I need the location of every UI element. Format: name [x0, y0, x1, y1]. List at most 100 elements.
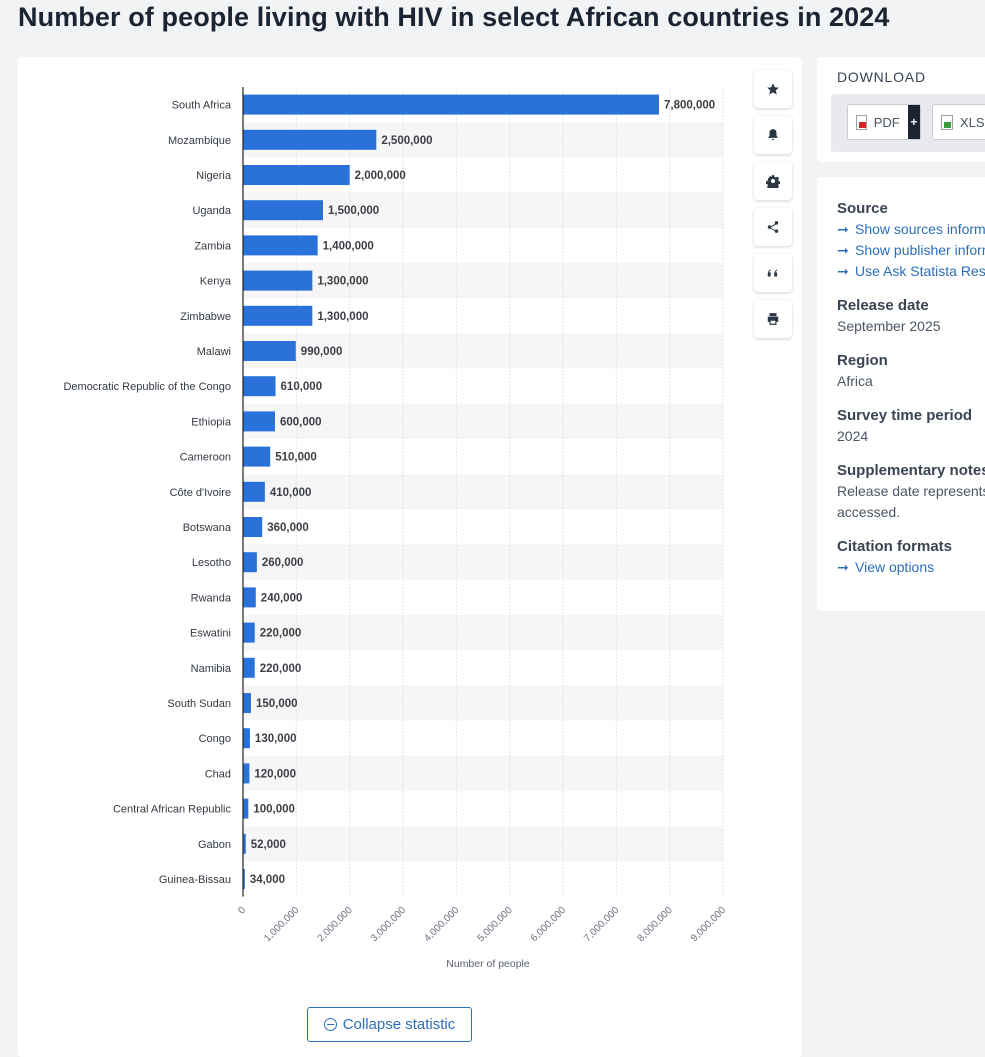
release-date-heading: Release date: [837, 297, 929, 314]
bar: [243, 341, 296, 361]
category-label: Ethiopia: [191, 416, 232, 428]
star-icon: [767, 83, 779, 95]
supplementary-notes-line2: accessed.: [837, 504, 901, 520]
category-label: South Africa: [172, 100, 232, 112]
bar: [243, 728, 250, 749]
row-stripe: [243, 403, 723, 439]
show-sources-link[interactable]: ➞ Show sources information: [837, 219, 985, 240]
category-label: Botswana: [183, 522, 232, 534]
region-value: Africa: [837, 373, 873, 389]
value-label: 610,000: [281, 381, 323, 393]
bar: [243, 763, 250, 784]
value-label: 7,800,000: [664, 100, 715, 112]
share-button[interactable]: [754, 208, 792, 246]
survey-period-value: 2024: [837, 428, 869, 444]
row-stripe: [243, 333, 723, 369]
settings-button[interactable]: [754, 162, 792, 200]
show-publisher-link[interactable]: ➞ Show publisher information: [837, 240, 985, 261]
bar: [243, 693, 251, 713]
pdf-label: PDF: [873, 114, 900, 130]
share-icon: [767, 221, 779, 233]
release-date-value: September 2025: [837, 318, 941, 334]
download-xls-button[interactable]: XLS: [932, 104, 985, 140]
category-label: Nigeria: [196, 170, 232, 182]
tick-label: 7,000,000: [582, 905, 622, 945]
download-strip: PDF + XLS: [831, 94, 985, 152]
row-stripe: [243, 544, 723, 580]
chart-card: South Africa 7,800,000 Mozambique 2,500,000…: [18, 57, 802, 1057]
region-heading: Region: [837, 352, 888, 369]
category-label: Congo: [199, 733, 231, 745]
value-label: 34,000: [250, 874, 285, 886]
tick-label: 4,000,000: [422, 905, 462, 945]
bar: [243, 94, 659, 115]
value-label: 220,000: [260, 628, 302, 640]
bar-chart: South Africa 7,800,000 Mozambique 2,500,000…: [63, 87, 728, 970]
bar: [243, 657, 255, 678]
bar: [243, 411, 275, 432]
tick-label: 3,000,000: [369, 905, 409, 945]
value-label: 260,000: [262, 557, 304, 569]
supplementary-notes-line1: Release date represents: [837, 483, 985, 499]
cite-button[interactable]: [754, 254, 792, 292]
value-label: 130,000: [255, 733, 297, 745]
survey-period-heading: Survey time period: [837, 407, 973, 424]
view-options-link[interactable]: ➞ View options: [837, 557, 985, 578]
category-label: Democratic Republic of the Congo: [63, 381, 231, 393]
row-stripe: [243, 263, 723, 299]
arrow-right-icon: ➞: [837, 221, 849, 237]
category-label: Malawi: [197, 346, 231, 358]
favorite-button[interactable]: [754, 70, 792, 108]
bar: [243, 235, 318, 256]
value-label: 1,300,000: [317, 311, 368, 323]
show-sources-label: Show sources information: [855, 221, 985, 237]
bell-icon: [768, 129, 778, 141]
category-label: Lesotho: [192, 557, 231, 569]
tick-label: 1,000,000: [262, 905, 302, 945]
row-stripe: [243, 755, 723, 791]
print-icon: [767, 313, 779, 325]
quote-icon: [767, 269, 778, 277]
row-stripe: [243, 826, 723, 862]
minus-circle-icon: [323, 1018, 337, 1031]
row-stripe: [243, 615, 723, 651]
bar: [243, 869, 245, 889]
value-label: 120,000: [254, 768, 296, 780]
source-heading: Source: [837, 200, 888, 217]
bar: [243, 622, 255, 643]
row-stripe: [243, 474, 723, 510]
arrow-right-icon: ➞: [837, 242, 849, 258]
category-label: Central African Republic: [113, 804, 232, 816]
ask-statista-label: Use Ask Statista Research Service: [855, 263, 985, 279]
gear-icon: [766, 175, 780, 188]
download-pdf-button[interactable]: PDF +: [847, 104, 921, 140]
row-stripe: [243, 685, 723, 721]
bar: [243, 833, 246, 854]
value-label: 990,000: [301, 346, 343, 358]
bar: [243, 552, 257, 573]
value-label: 52,000: [251, 839, 286, 851]
tick-label: 6,000,000: [529, 905, 569, 945]
value-label: 240,000: [261, 592, 303, 604]
value-label: 1,300,000: [317, 276, 368, 288]
bar: [243, 481, 265, 502]
category-label: Uganda: [192, 205, 231, 217]
arrow-right-icon: ➞: [837, 559, 849, 575]
collapse-statistic-button[interactable]: Collapse statistic: [307, 1007, 472, 1042]
value-label: 220,000: [260, 663, 302, 675]
tick-label: 8,000,000: [636, 905, 676, 945]
category-label: Guinea-Bissau: [159, 874, 231, 886]
bar: [243, 270, 313, 291]
bar: [243, 376, 276, 397]
value-label: 2,500,000: [381, 135, 432, 147]
pdf-file-icon: [856, 114, 867, 130]
value-label: 360,000: [267, 522, 309, 534]
download-panel: DOWNLOAD PDF + XLS: [817, 57, 985, 162]
ask-statista-link[interactable]: ➞ Use Ask Statista Research Service: [837, 261, 985, 282]
value-label: 100,000: [253, 804, 295, 816]
notification-button[interactable]: [754, 116, 792, 154]
print-button[interactable]: [754, 300, 792, 338]
category-label: Gabon: [198, 839, 231, 851]
xls-label: XLS: [960, 114, 985, 130]
category-label: Côte d'Ivoire: [170, 487, 231, 499]
